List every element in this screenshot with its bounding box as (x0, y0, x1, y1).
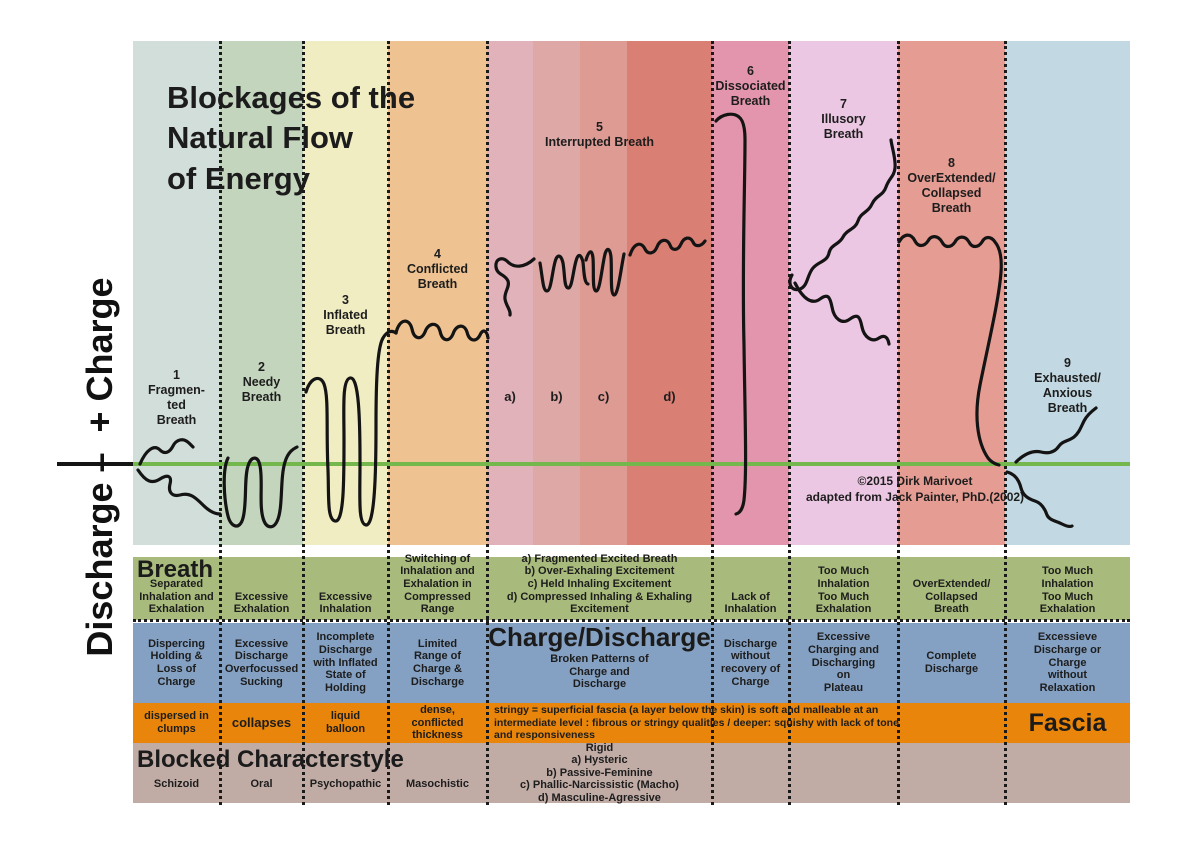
charge-discharge-baseline (133, 462, 1130, 466)
breath-curve-9-below (1005, 470, 1074, 528)
column-label-2: 2 Needy Breath (241, 360, 282, 404)
breath-cell-8: OverExtended/ Collapsed Breath (912, 578, 991, 616)
column-divider-8-9 (1004, 41, 1007, 805)
column-label-9: 9 Exhausted/ Anxious Breath (1034, 356, 1101, 415)
column-label-5: 5 Interrupted Breath (544, 120, 655, 149)
charge-cell-6: Discharge without recovery of Charge (720, 637, 781, 688)
column-band-5b (533, 41, 580, 545)
breath-cell-1: Separated Inhalation and Exhalation (139, 578, 214, 616)
column-divider-2-3 (302, 41, 305, 805)
column-divider-5-6 (711, 41, 714, 805)
breath-curve-7-up (788, 138, 897, 292)
breath-cell-4: Switching of Inhalation and Exhalation i… (400, 552, 475, 616)
column-label-8: 8 OverExtended/ Collapsed Breath (907, 156, 996, 215)
breath-charge-row-divider (133, 619, 1130, 622)
column-band-5c (580, 41, 627, 545)
charge-cell-7: Excessive Charging and Discharging on Pl… (808, 631, 879, 694)
character-row-header: Blocked Characterstyle (137, 746, 404, 773)
breath-curve-5b (538, 253, 590, 293)
column-band-8 (898, 41, 1005, 545)
column-label-4: 4 Conflicted Breath (406, 247, 469, 291)
column-label-7: 7 Illusory Breath (821, 97, 866, 141)
column-divider-3-4 (387, 41, 390, 805)
page-title: Blockages of the Natural Flow of Energy (167, 80, 416, 196)
column-divider-7-8 (897, 41, 900, 805)
column-band-4 (388, 41, 487, 545)
axis-zero-tick (57, 462, 133, 466)
charge-cell-5: Charge/Discharge Broken Patterns of Char… (487, 622, 712, 703)
breath-cell-5: a) Fragmented Excited Breath b) Over-Exh… (506, 552, 693, 616)
breath-cell-2: Excessive Exhalation (233, 590, 290, 616)
fascia-note: stringy = superficial fascia (a layer be… (494, 703, 899, 742)
character-cell-1: Schizoid (153, 778, 200, 791)
charge-cell-1: Dispercing Holding & Loss of Charge (148, 637, 205, 688)
copyright-line-1: ©2015 Dirk Marivoet (857, 474, 973, 488)
breath-cell-6: Lack of Inhalation (724, 590, 777, 616)
fascia-row-header-cell: Fascia (1005, 703, 1130, 743)
character-cell-3: Psychopathic (309, 778, 382, 791)
fascia-cell-1: dispersed in clumps (144, 710, 209, 735)
column-band-6 (712, 41, 789, 545)
character-cell-2: Oral (250, 778, 273, 791)
breath-cell-9: Too Much Inhalation Too Much Exhalation (1039, 565, 1096, 616)
copyright-line-2: adapted from Jack Painter, PhD.(2002) (805, 489, 1025, 504)
fascia-cell-2: collapses (231, 714, 292, 730)
breath-curve-7-down (793, 281, 891, 346)
column-label-6: 6 Dissociated Breath (715, 64, 786, 108)
breath-curve-8 (897, 233, 1003, 467)
breath-curve-3 (304, 329, 398, 527)
breath-cell-3: Excessive Inhalation (318, 590, 373, 616)
column-divider-6-7 (788, 41, 791, 805)
breath-curve-1-below (136, 468, 222, 516)
fascia-cell-4: dense, conflicted thickness (411, 704, 464, 742)
breath-curve-5d (628, 236, 707, 257)
character-cell-4: Masochistic (406, 778, 469, 791)
column-band-9 (1005, 41, 1130, 545)
breath-curve-9-above (1014, 406, 1098, 464)
charge-row-strip (133, 623, 1130, 703)
copyright-note: ©2015 Dirk Marivoet adapted from Jack Pa… (745, 474, 1085, 505)
column-divider-4-5 (486, 41, 489, 805)
breath-row-header: Breath (137, 556, 214, 583)
charge-row-header: Charge/Discharge (488, 622, 711, 652)
column-band-5a (487, 41, 533, 545)
sub-label-d: d) (663, 389, 676, 404)
fascia-cell-3: liquid balloon (325, 710, 366, 735)
breath-curve-5c (584, 247, 626, 297)
breath-cell-7: Too Much Inhalation Too Much Exhalation (815, 565, 872, 616)
column-divider-1-2 (219, 41, 222, 805)
breath-curve-2 (222, 445, 299, 529)
fascia-row-strip (133, 703, 1130, 743)
breath-curve-5a (494, 257, 536, 317)
sub-label-c: c) (597, 389, 610, 404)
breath-row-strip (133, 557, 1130, 620)
column-label-3: 3 Inflated Breath (323, 293, 368, 337)
charge-cell-4: Limited Range of Charge & Discharge (410, 637, 465, 688)
character-row-strip (133, 743, 1130, 803)
sub-label-b: b) (550, 389, 563, 404)
breath-curve-4 (394, 319, 490, 342)
column-band-5d (627, 41, 712, 545)
charge-cell-5-text: Broken Patterns of Charge and Discharge (550, 652, 649, 691)
character-cell-5: Rigid a) Hysteric b) Passive-Feminine c)… (520, 741, 679, 804)
breath-curve-6 (714, 112, 748, 516)
breath-curve-1-above (138, 438, 195, 466)
column-label-1: 1 Fragmen- ted Breath (148, 368, 205, 427)
sub-label-a: a) (504, 389, 516, 404)
charge-cell-9: Excessieve Discharge or Charge without R… (1033, 631, 1102, 694)
column-band-7 (789, 41, 898, 545)
charge-cell-2: Excessive Discharge Overfocussed Sucking (224, 637, 299, 688)
charge-cell-8: Complete Discharge (924, 650, 979, 675)
column-band-2 (220, 41, 303, 545)
fascia-row-header: Fascia (1028, 708, 1107, 737)
column-band-1 (133, 41, 220, 545)
charge-cell-3: Incomplete Discharge with Inflated State… (313, 631, 378, 694)
